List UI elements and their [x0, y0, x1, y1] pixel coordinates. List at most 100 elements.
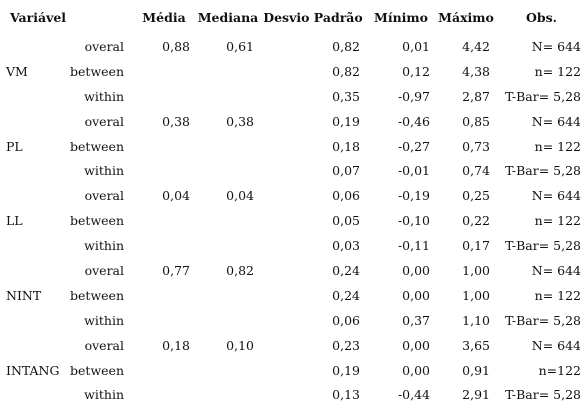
- cell-variable: NINT: [6, 287, 42, 303]
- cell-maximo: 0,22: [462, 213, 490, 229]
- cell-variable: [0, 183, 68, 208]
- cell-mediana: [196, 233, 260, 258]
- cell-maximo: 3,65: [462, 337, 490, 353]
- cell-variable: VM: [6, 63, 28, 79]
- cell-maximo: 1,10: [462, 312, 490, 328]
- cell-minimo: -0,10: [397, 213, 430, 229]
- cell-media: [132, 283, 196, 308]
- table-row: PL between 0,18 -0,27 0,73 n= 122: [0, 134, 587, 159]
- cell-desvio-padrao: 0,82: [332, 63, 360, 79]
- cell-type: within: [84, 238, 124, 254]
- cell-obs: T-Bar= 5,28: [505, 88, 581, 104]
- cell-obs: T-Bar= 5,28: [505, 238, 581, 254]
- cell-type: between: [70, 362, 124, 378]
- header-mediana: Mediana: [197, 9, 259, 25]
- cell-variable: [0, 333, 68, 358]
- header-row: Variável Média Mediana Desvio Padrão Mín…: [0, 0, 587, 34]
- header-obs: Obs.: [525, 9, 558, 25]
- cell-obs: n= 122: [534, 138, 581, 154]
- cell-media: 0,38: [162, 113, 190, 129]
- table-row: VM between 0,82 0,12 4,38 n= 122: [0, 59, 587, 84]
- cell-minimo: -0,27: [397, 138, 430, 154]
- cell-media: [132, 158, 196, 183]
- table-row: within 0,03 -0,11 0,17 T-Bar= 5,28: [0, 233, 587, 258]
- cell-maximo: 2,87: [462, 88, 490, 104]
- table-row: overal 0,88 0,61 0,82 0,01 4,42 N= 644: [0, 34, 587, 59]
- header-maximo: Máximo: [438, 9, 494, 25]
- cell-obs: T-Bar= 5,28: [505, 163, 581, 179]
- cell-maximo: 1,00: [462, 262, 490, 278]
- cell-media: [132, 84, 196, 109]
- cell-minimo: 0,00: [402, 262, 430, 278]
- cell-media: [132, 358, 196, 383]
- cell-minimo: 0,37: [402, 312, 430, 328]
- table-row: overal 0,38 0,38 0,19 -0,46 0,85 N= 644: [0, 109, 587, 134]
- cell-type: within: [84, 387, 124, 403]
- cell-type: overal: [84, 262, 124, 278]
- cell-desvio-padrao: 0,03: [332, 238, 360, 254]
- cell-media: 0,88: [162, 38, 190, 54]
- cell-desvio-padrao: 0,07: [332, 163, 360, 179]
- header-variavel: Variável: [10, 9, 67, 25]
- cell-mediana: 0,04: [226, 188, 254, 204]
- cell-variable: LL: [6, 213, 23, 229]
- cell-variable: [0, 34, 68, 59]
- cell-minimo: -0,44: [397, 387, 430, 403]
- table-row: overal 0,04 0,04 0,06 -0,19 0,25 N= 644: [0, 183, 587, 208]
- cell-desvio-padrao: 0,06: [332, 312, 360, 328]
- cell-media: [132, 233, 196, 258]
- cell-media: [132, 208, 196, 233]
- cell-mediana: 0,10: [226, 337, 254, 353]
- cell-desvio-padrao: 0,13: [332, 387, 360, 403]
- cell-maximo: 2,91: [462, 387, 490, 403]
- cell-type: within: [84, 163, 124, 179]
- cell-type: within: [84, 88, 124, 104]
- table-row: within 0,13 -0,44 2,91 T-Bar= 5,28: [0, 382, 587, 407]
- table-row: NINT between 0,24 0,00 1,00 n= 122: [0, 283, 587, 308]
- cell-mediana: [196, 208, 260, 233]
- cell-desvio-padrao: 0,19: [332, 362, 360, 378]
- cell-type: overal: [84, 188, 124, 204]
- cell-desvio-padrao: 0,82: [332, 38, 360, 54]
- header-desvio-padrao: Desvio Padrão: [263, 9, 363, 25]
- cell-variable: [0, 233, 68, 258]
- cell-mediana: [196, 358, 260, 383]
- cell-variable: [0, 258, 68, 283]
- cell-mediana: [196, 59, 260, 84]
- cell-obs: n= 122: [534, 63, 581, 79]
- cell-obs: N= 644: [531, 262, 581, 278]
- cell-desvio-padrao: 0,19: [332, 113, 360, 129]
- cell-maximo: 4,42: [462, 38, 490, 54]
- cell-minimo: -0,46: [397, 113, 430, 129]
- cell-desvio-padrao: 0,24: [332, 287, 360, 303]
- cell-minimo: -0,97: [397, 88, 430, 104]
- cell-type: between: [70, 138, 124, 154]
- cell-media: 0,18: [162, 337, 190, 353]
- cell-maximo: 0,74: [462, 163, 490, 179]
- cell-mediana: [196, 283, 260, 308]
- table-row: overal 0,18 0,10 0,23 0,00 3,65 N= 644: [0, 333, 587, 358]
- cell-type: overal: [84, 113, 124, 129]
- cell-minimo: 0,12: [402, 63, 430, 79]
- cell-desvio-padrao: 0,35: [332, 88, 360, 104]
- cell-mediana: [196, 84, 260, 109]
- cell-mediana: [196, 308, 260, 333]
- cell-obs: N= 644: [531, 113, 581, 129]
- header-media: Média: [142, 9, 186, 25]
- cell-minimo: 0,00: [402, 287, 430, 303]
- cell-maximo: 0,17: [462, 238, 490, 254]
- table-row: LL between 0,05 -0,10 0,22 n= 122: [0, 208, 587, 233]
- cell-desvio-padrao: 0,06: [332, 188, 360, 204]
- cell-mediana: [196, 134, 260, 159]
- cell-mediana: 0,82: [226, 262, 254, 278]
- cell-minimo: -0,19: [397, 188, 430, 204]
- cell-mediana: 0,38: [226, 113, 254, 129]
- cell-variable: [0, 84, 68, 109]
- cell-maximo: 0,73: [462, 138, 490, 154]
- cell-media: [132, 134, 196, 159]
- cell-mediana: 0,61: [226, 38, 254, 54]
- cell-type: between: [70, 63, 124, 79]
- cell-minimo: 0,00: [402, 362, 430, 378]
- cell-media: 0,77: [162, 262, 190, 278]
